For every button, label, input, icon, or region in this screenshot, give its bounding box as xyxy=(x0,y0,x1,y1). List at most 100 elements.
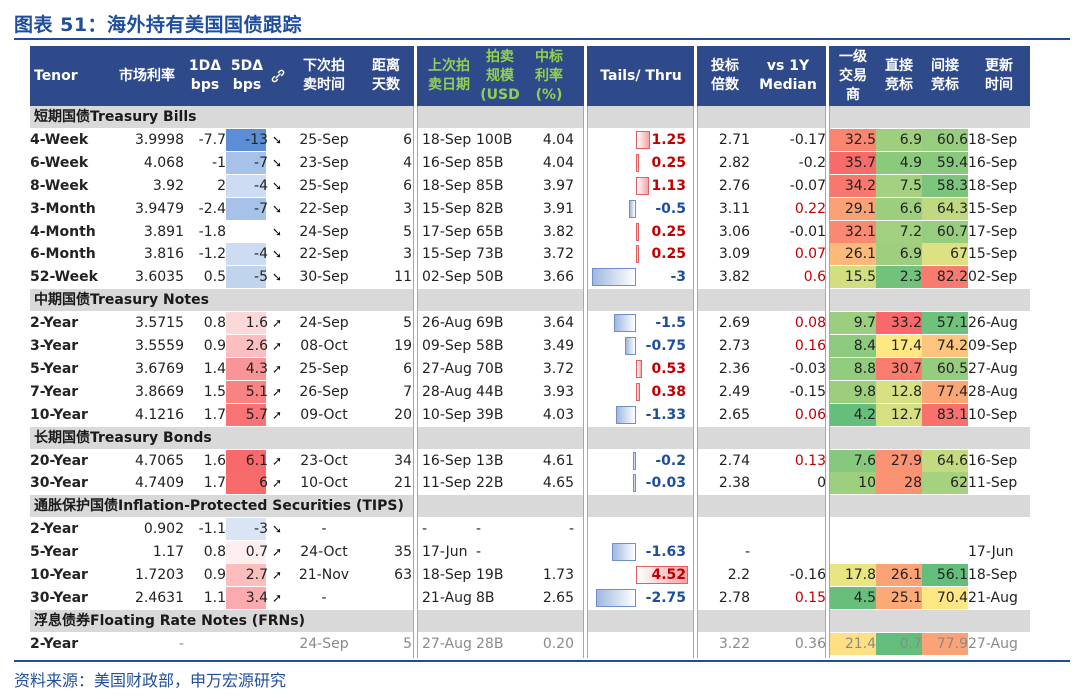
cell-rate: 3.5559 xyxy=(135,338,184,354)
cell-primary: 17.8 xyxy=(844,567,876,583)
cell-next: 26-Sep xyxy=(299,383,349,400)
tails-bar xyxy=(636,566,688,584)
cell-updated: 17-Jun xyxy=(968,544,1014,561)
primary-heat-cell xyxy=(830,151,876,174)
direct-heat-cell xyxy=(876,403,922,426)
cell-primary: 10 xyxy=(858,475,876,492)
cell-yld: 4.04 xyxy=(542,131,574,148)
cell-tenor: 4-Month xyxy=(30,223,96,240)
cell-days: 4 xyxy=(403,154,412,171)
cell-direct: 4.9 xyxy=(899,154,922,171)
tails-bar xyxy=(616,405,636,424)
cell-next: 23-Oct xyxy=(300,452,348,469)
cell-d5: -5 xyxy=(254,269,268,286)
cell-yld: 3.93 xyxy=(542,383,574,400)
cell-next: 21-Nov xyxy=(298,567,350,583)
cell-days: 21 xyxy=(394,475,412,492)
cell-d5: -3 xyxy=(254,521,268,538)
tails-bar xyxy=(633,474,636,493)
header-bp5d: 5DΔ bps xyxy=(230,58,264,93)
direct-heat-cell xyxy=(876,472,922,495)
cell-direct: 7.5 xyxy=(899,177,922,194)
cell-btc: 3.22 xyxy=(718,635,750,652)
cell-btc: 2.49 xyxy=(718,383,750,400)
indirect-heat-cell xyxy=(922,380,968,403)
cell-d1: 1.4 xyxy=(203,360,226,377)
cell-primary xyxy=(830,541,876,563)
primary-heat-cell xyxy=(830,220,876,243)
cell-btc: 2.38 xyxy=(718,475,750,492)
direct-heat-cell xyxy=(876,266,922,289)
cell-next: 10-Oct xyxy=(300,475,348,492)
cell-btc: 3.09 xyxy=(718,246,750,263)
column-divider xyxy=(414,46,417,658)
d5-heat-cell xyxy=(226,312,266,335)
direct-heat-cell xyxy=(876,586,922,609)
table-row: 30-Year 4.7409 1.7 6 ➚ 10-Oct 21 11-Sep 22B 4.65-… xyxy=(30,472,1030,495)
cell-d1: -7.7 xyxy=(198,131,226,148)
cell-d1: 1.6 xyxy=(203,452,226,469)
indirect-heat-cell xyxy=(922,472,968,495)
cell-days: 3 xyxy=(403,246,412,263)
header-tenor: Tenor xyxy=(34,67,78,84)
source-note: 资料来源：美国财政部，申万宏源研究 xyxy=(14,671,287,690)
indirect-heat-cell xyxy=(922,357,968,380)
cell-direct: 30.7 xyxy=(890,360,922,377)
cell-days: 6 xyxy=(403,177,412,194)
cell-last: 11-Sep xyxy=(422,475,472,492)
arrow-up-right-icon: ➚ xyxy=(271,476,283,491)
cell-tenor: 8-Week xyxy=(30,177,89,194)
cell-rate: 0.902 xyxy=(143,521,184,538)
direct-heat-cell xyxy=(876,312,922,335)
direct-heat-cell xyxy=(876,357,922,380)
cell-tenor: 20-Year xyxy=(30,452,88,469)
cell-tenor: 2-Year xyxy=(30,521,79,538)
primary-heat-cell xyxy=(830,564,876,586)
cell-size: - xyxy=(476,544,482,561)
cell-direct: 17.4 xyxy=(890,338,922,354)
cell-yld: 3.72 xyxy=(542,246,574,263)
indirect-heat-cell xyxy=(922,403,968,426)
cell-btc: - xyxy=(744,544,750,561)
indirect-heat-cell xyxy=(922,632,968,655)
arrow-down-right-icon: ➘ xyxy=(271,224,283,239)
cell-median: -0.01 xyxy=(789,223,826,240)
header-updated: 更新 时间 xyxy=(985,58,1013,93)
cell-last: - xyxy=(422,521,428,538)
cell-tenor: 30-Year xyxy=(30,589,88,606)
tails-bar xyxy=(612,543,636,562)
cell-indirect: 77.4 xyxy=(936,383,968,400)
column-divider xyxy=(694,46,697,658)
cell-last: 02-Sep xyxy=(422,269,472,286)
cell-rate: 3.816 xyxy=(143,246,184,263)
primary-heat-cell xyxy=(830,357,876,380)
figure-title: 图表 51：海外持有美国国债跟踪 xyxy=(14,14,303,36)
arrow-down-right-icon: ➘ xyxy=(271,155,283,170)
primary-heat-cell xyxy=(830,243,876,266)
tails-bar xyxy=(633,451,636,470)
cell-indirect: 74.2 xyxy=(936,338,968,354)
header-btc: 投标 倍数 xyxy=(711,58,739,93)
cell-last: 27-Aug xyxy=(422,360,472,377)
cell-days: 63 xyxy=(394,567,412,583)
cell-rate: 1.7203 xyxy=(135,567,184,583)
d5-heat-cell xyxy=(226,128,266,151)
cell-d5: 2.7 xyxy=(245,567,268,583)
cell-indirect: 64.3 xyxy=(936,200,968,217)
d5-heat-cell xyxy=(226,472,266,495)
cell-yld: 1.73 xyxy=(542,567,574,583)
cell-indirect: 56.1 xyxy=(936,567,968,583)
cell-indirect: 62 xyxy=(950,475,968,492)
cell-d1: 1.5 xyxy=(203,383,226,400)
cell-rate: 3.9998 xyxy=(135,131,184,148)
cell-tails: 0.25 xyxy=(651,246,686,263)
primary-heat-cell xyxy=(830,632,876,655)
cell-last: 18-Sep xyxy=(422,131,472,148)
arrow-up-right-icon: ➚ xyxy=(271,568,283,582)
cell-tails: 0.25 xyxy=(651,223,686,240)
cell-next: 22-Sep xyxy=(299,246,349,263)
cell-d5: -13 xyxy=(245,131,268,148)
cell-tenor: 52-Week xyxy=(30,269,98,286)
link-icon xyxy=(268,46,288,106)
header-direct: 直接 竞标 xyxy=(885,58,913,93)
